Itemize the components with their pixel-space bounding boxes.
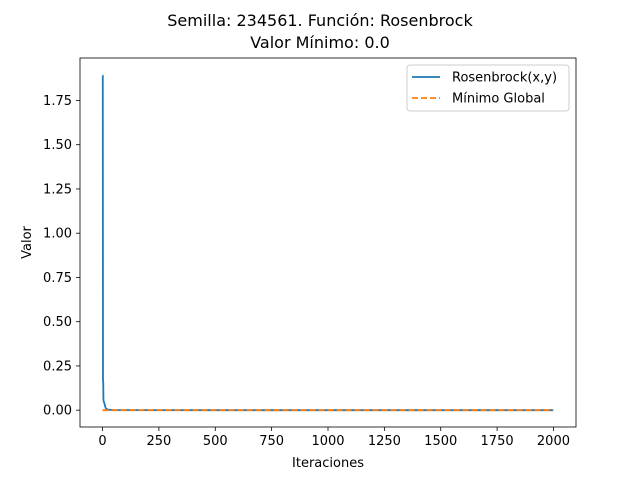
- chart-title-line-2: Valor Mínimo: 0.0: [250, 33, 390, 52]
- legend-box: [406, 64, 570, 112]
- y-tick-label: 0.25: [43, 359, 72, 374]
- legend-label-rosenbrock: Rosenbrock(x,y): [452, 71, 557, 86]
- legend: Rosenbrock(x,y) Mínimo Global: [406, 64, 570, 112]
- x-tick-label: 0: [98, 434, 106, 449]
- x-ticks: 0 250 500 750 1000 1250 1500 1750 2000: [98, 427, 570, 449]
- x-tick-label: 500: [203, 434, 228, 449]
- axes-frame: [79, 57, 577, 428]
- y-tick-label: 1.50: [43, 138, 72, 153]
- series-layer: [101, 74, 554, 412]
- y-tick-label: 1.00: [43, 227, 72, 242]
- y-tick-label: 0.50: [43, 315, 72, 330]
- y-tick-label: 1.75: [43, 94, 72, 109]
- y-tick-label: 0.00: [43, 404, 72, 419]
- x-axis-label: Iteraciones: [292, 456, 364, 471]
- y-axis-label: Valor: [20, 225, 35, 258]
- chart-title-line-1: Semilla: 234561. Función: Rosenbrock: [167, 11, 473, 30]
- x-tick-label: 750: [259, 434, 284, 449]
- x-tick-label: 250: [146, 434, 171, 449]
- y-tick-label: 0.75: [43, 271, 72, 286]
- y-tick-label: 1.25: [43, 182, 72, 197]
- x-tick-label: 2000: [537, 434, 570, 449]
- x-tick-label: 1000: [311, 434, 344, 449]
- series-line-rosenbrock: [101, 74, 554, 412]
- legend-label-global-minimum: Mínimo Global: [452, 92, 545, 107]
- x-tick-label: 1500: [424, 434, 457, 449]
- x-tick-label: 1250: [368, 434, 401, 449]
- y-ticks: 0.00 0.25 0.50 0.75 1.00 1.25 1.50 1.75: [43, 94, 80, 419]
- x-tick-label: 1750: [481, 434, 514, 449]
